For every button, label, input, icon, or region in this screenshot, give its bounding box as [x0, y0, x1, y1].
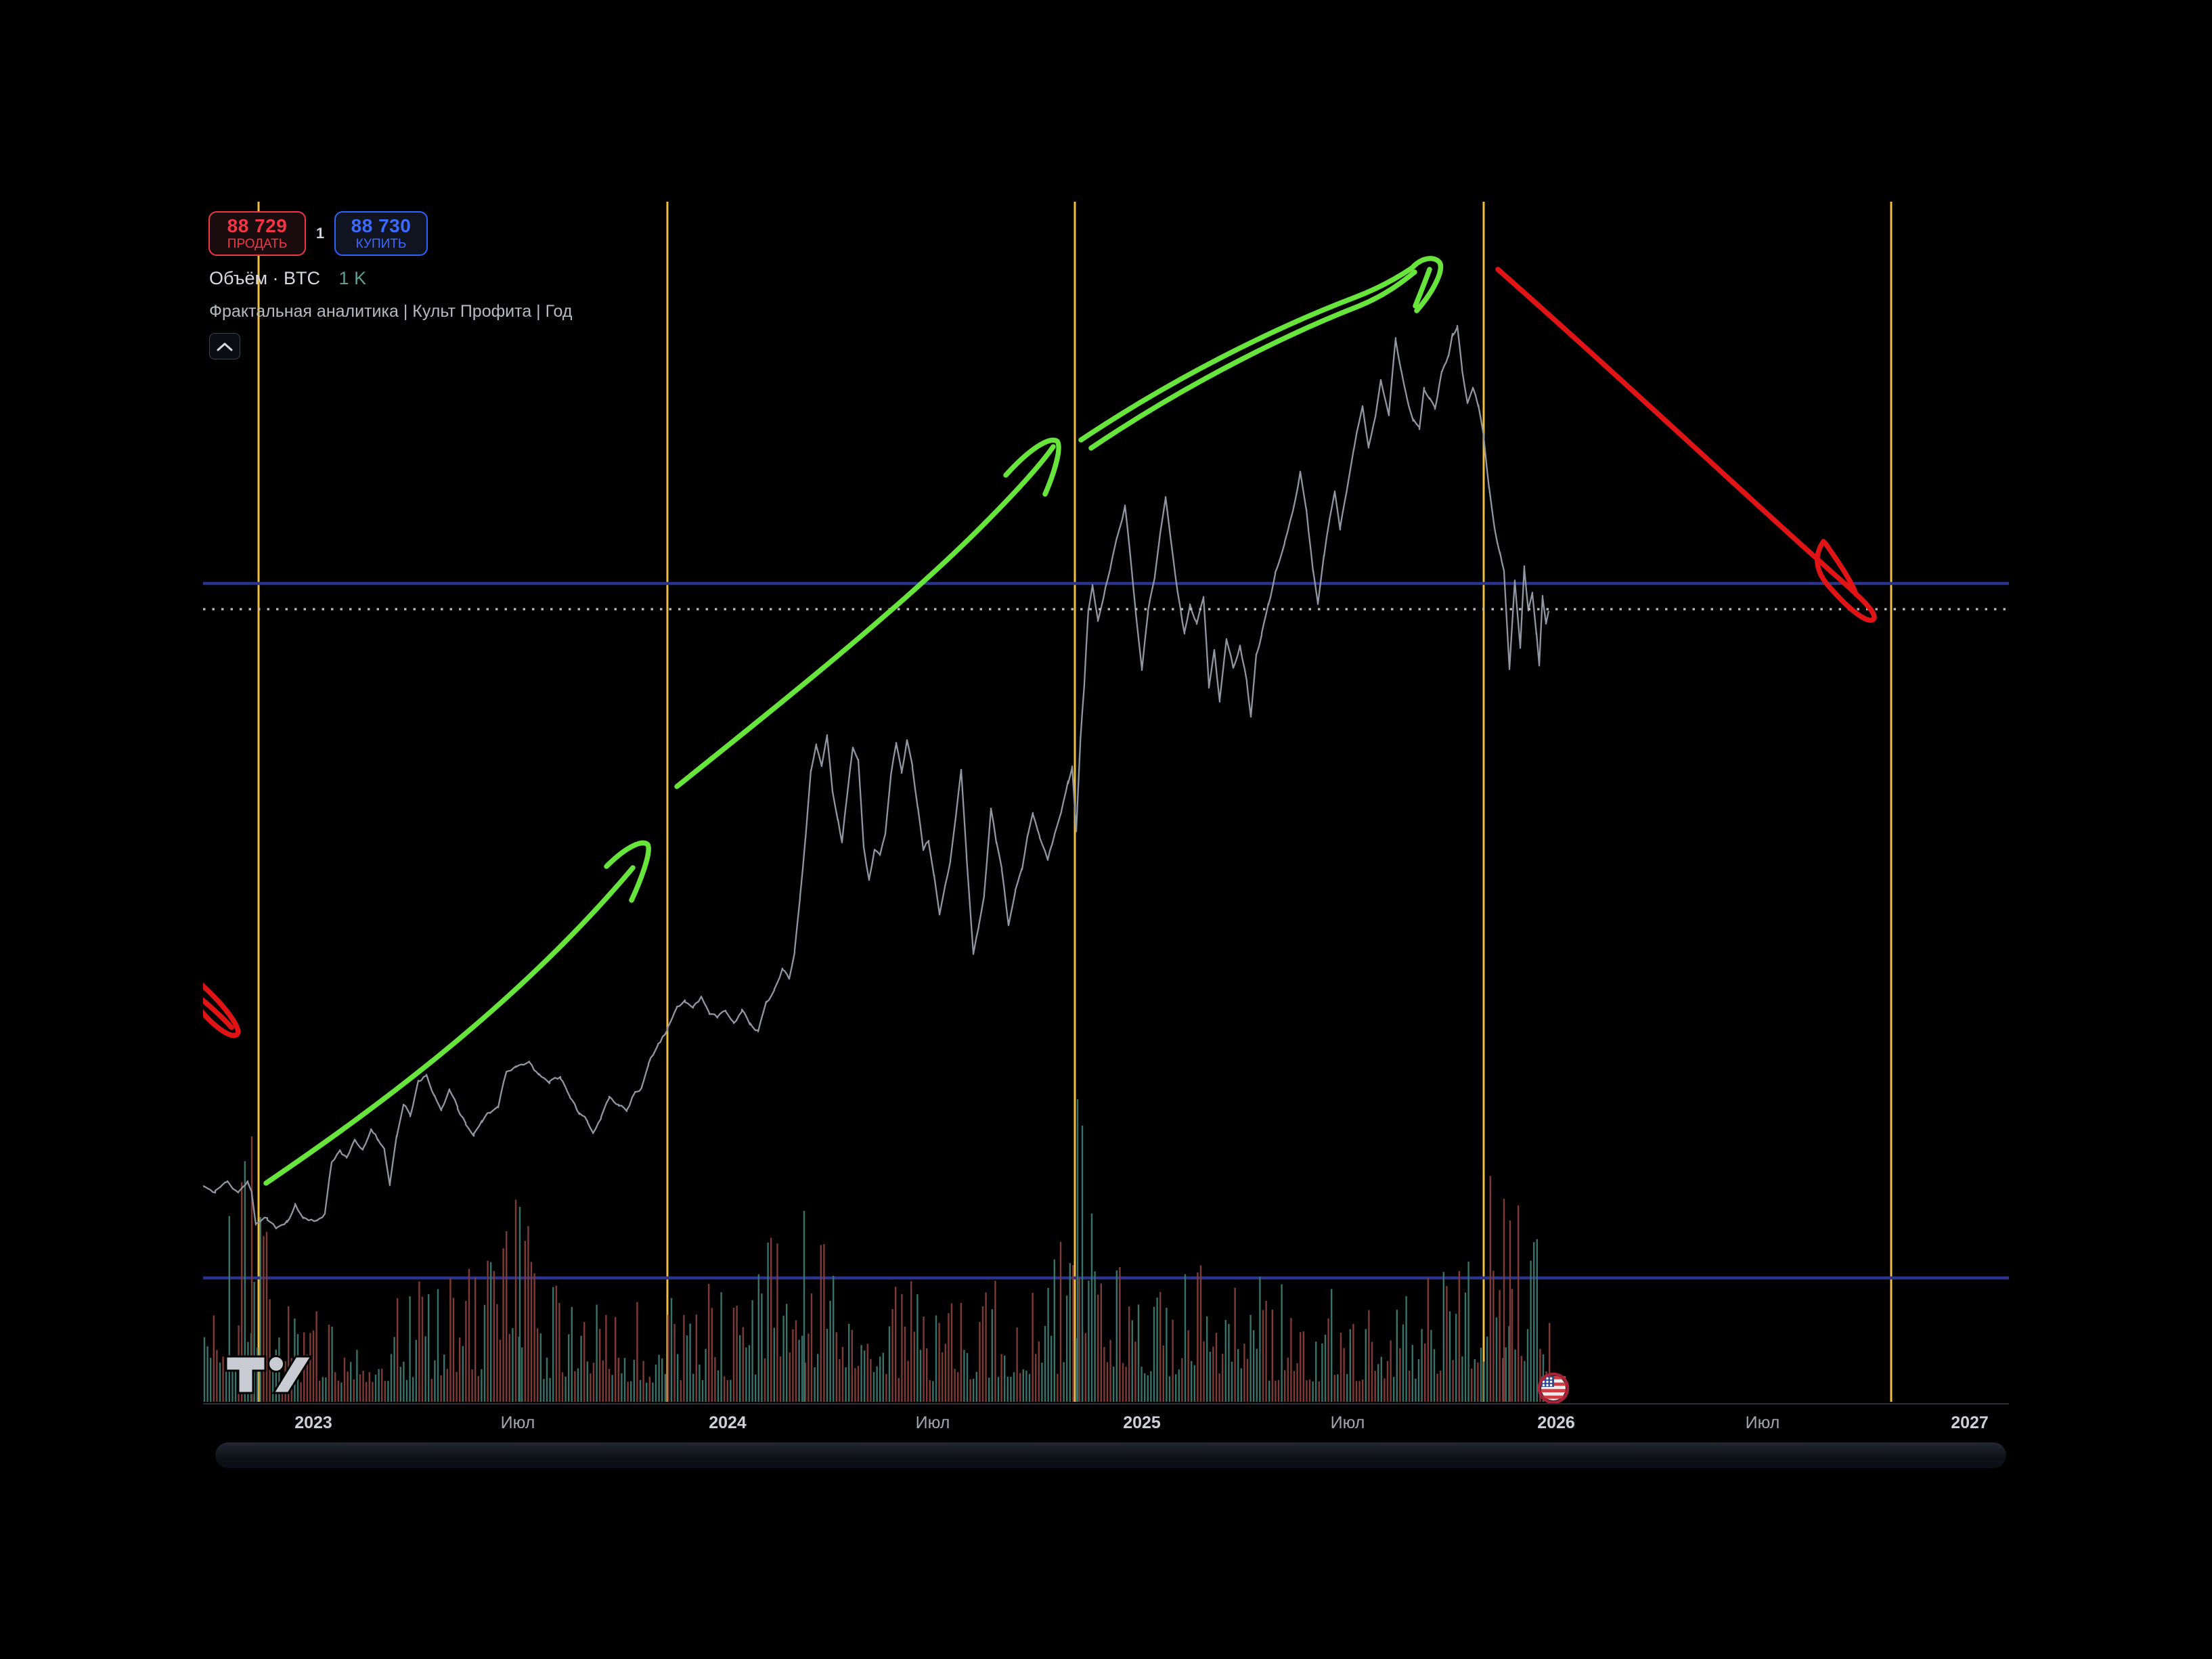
bull-arrow [263, 865, 636, 1186]
indicator-legend-text: Фрактальная аналитика | Культ Профита | … [209, 302, 573, 321]
volume-legend-value: 1 K [338, 268, 367, 288]
bull-arrow [1413, 267, 1432, 309]
collapse-legend-button[interactable] [209, 333, 240, 359]
buy-price: 88 730 [351, 215, 412, 237]
time-axis-label: Июл [500, 1413, 535, 1432]
time-axis-label: Июл [1330, 1413, 1365, 1432]
bear-arrow [1823, 541, 1859, 597]
time-axis-label: 2026 [1537, 1413, 1575, 1432]
volume-legend-title: Объём · BTC [209, 268, 321, 288]
sell-price: 88 729 [227, 215, 288, 237]
legend-volume-row[interactable]: Объём · BTC 1 K [209, 268, 366, 289]
buy-button[interactable]: 88 730 КУПИТЬ [334, 211, 428, 256]
chevron-up-icon [217, 342, 233, 351]
tradingview-logo [225, 1355, 313, 1394]
bull-arrow [1003, 437, 1061, 497]
time-axis-label: 2025 [1123, 1413, 1161, 1432]
sell-button[interactable]: 88 729 ПРОДАТЬ [208, 211, 306, 256]
bear-trend-arrows[interactable] [188, 267, 1877, 1038]
bull-arrow [1409, 256, 1444, 313]
price-line[interactable] [203, 325, 1550, 1230]
bear-arrow [203, 997, 234, 1030]
bull-arrow [1088, 269, 1417, 451]
time-axis-label: Июл [1745, 1413, 1780, 1432]
time-axis-label: 2027 [1951, 1413, 1989, 1432]
time-axis[interactable]: 2023 Июл 2024 Июл 2025 Июл 2026 Июл 2027 [0, 1409, 2212, 1439]
bear-arrow [1495, 267, 1877, 623]
bear-arrow [203, 982, 241, 1038]
trade-widget: 88 729 ПРОДАТЬ 1 88 730 КУПИТЬ [208, 211, 428, 256]
spread-value: 1 [315, 225, 325, 242]
us-flag-event-icon[interactable] [1537, 1372, 1570, 1404]
bull-arrow [674, 444, 1056, 789]
sell-label: ПРОДАТЬ [227, 236, 288, 251]
bull-arrow [1078, 265, 1415, 443]
bull-arrow [604, 840, 651, 903]
buy-label: КУПИТЬ [355, 236, 407, 251]
bull-trend-arrows[interactable] [263, 256, 1444, 1186]
legend-indicator-row[interactable]: Фрактальная аналитика | Культ Профита | … [209, 302, 572, 322]
horizontal-scrollbar[interactable] [215, 1442, 2006, 1468]
time-axis-separator [203, 1403, 2009, 1404]
time-axis-label: 2023 [294, 1413, 332, 1432]
time-axis-label: 2024 [709, 1413, 747, 1432]
time-axis-label: Июл [915, 1413, 950, 1432]
volume-bars [203, 1099, 1551, 1402]
